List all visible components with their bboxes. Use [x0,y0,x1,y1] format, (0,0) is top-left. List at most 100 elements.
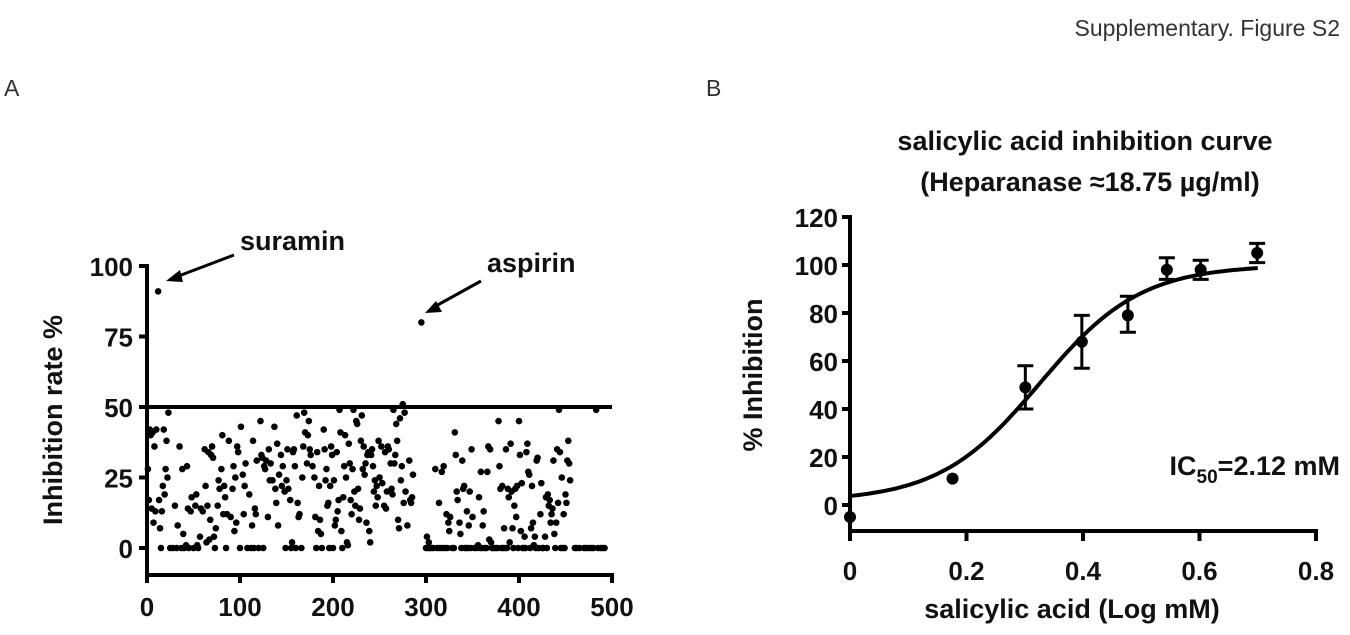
data-point [299,443,307,450]
data-point [518,479,526,487]
data-point [208,443,216,450]
data-point [154,288,162,295]
data-point [483,544,490,552]
data-point [556,448,564,456]
data-point [293,412,301,419]
data-point [232,519,240,526]
data-point [336,406,343,414]
data-point [514,544,522,552]
data-point [282,544,289,552]
data-point [307,451,314,459]
data-point [209,454,217,462]
data-point [283,477,290,484]
panel-b-subtitle: (Heparanase ≈18.75 µg/ml) [920,167,1260,197]
data-point [391,460,398,467]
data-point [565,460,573,467]
data-point [144,465,152,473]
y-tick-label: 40 [809,395,838,425]
data-point [251,505,259,512]
data-point [355,516,363,524]
data-point [298,544,305,552]
data-point [361,471,368,478]
data-point [269,477,276,484]
data-point [185,544,193,552]
data-point [348,510,355,518]
data-point [173,544,181,552]
data-point [237,423,245,431]
data-point [287,544,295,552]
data-point [385,446,393,453]
annotation-suramin: suramin [240,226,345,256]
data-point [210,533,218,541]
data-point [273,440,281,447]
x-tick-label: 300 [404,592,447,622]
data-point [174,522,181,529]
x-tick-label: 0.6 [1181,556,1217,586]
suramin-arrow [175,253,235,279]
x-tick-label: 0.4 [1065,556,1102,586]
data-point [407,499,415,507]
data-point [347,496,354,504]
data-point [397,477,405,484]
data-point [317,530,325,538]
data-point [312,544,320,552]
data-point [550,457,557,464]
data-point [267,460,274,467]
y-tick-label: 100 [795,251,838,281]
data-point [516,451,524,459]
aspirin-arrow [433,279,482,309]
data-point [458,457,466,464]
data-point [241,482,248,490]
data-point [321,446,328,453]
data-point [290,446,298,453]
data-point [278,482,286,490]
data-point [367,451,375,459]
data-point [233,443,241,450]
data-point [506,539,513,546]
data-point [409,471,417,478]
data-point [272,499,280,507]
data-point [425,539,433,546]
data-point [275,471,283,478]
data-point [408,493,416,501]
data-point [311,474,318,481]
data-point [306,446,314,453]
data-point [576,544,583,552]
data-point [382,505,390,512]
data-point [534,454,541,462]
data-point [158,508,166,515]
y-tick-label: 80 [809,299,838,329]
data-point [322,477,329,484]
panel-a-label: A [4,75,20,101]
data-point [257,417,264,425]
data-point [291,462,299,470]
data-point [496,462,503,470]
data-point [1160,263,1173,276]
data-point [365,527,373,535]
data-point [164,474,171,481]
data-point [354,485,362,493]
data-point [495,417,502,425]
data-point [220,482,228,490]
data-point [529,519,537,526]
data-point [528,482,536,490]
data-point [161,491,168,498]
data-point [363,519,370,526]
data-point [359,465,367,473]
data-point [344,541,352,549]
data-point [400,499,407,507]
data-point [341,431,349,439]
data-point [468,446,475,453]
data-point [548,510,555,518]
data-point [396,414,404,422]
data-point [402,488,409,495]
data-point [334,508,341,515]
data-point [500,524,508,532]
data-point [374,493,381,501]
data-point [445,519,452,526]
data-point [554,499,562,507]
data-point [294,499,301,507]
data-point [309,462,316,470]
data-point [404,522,411,529]
data-point [946,472,959,485]
